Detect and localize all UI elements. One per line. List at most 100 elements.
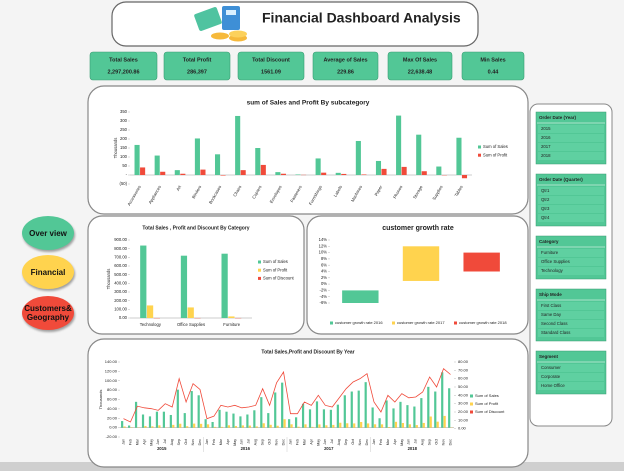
slicer-item[interactable]	[538, 382, 604, 390]
bar	[304, 424, 307, 428]
bar	[128, 425, 131, 428]
bar	[176, 389, 179, 428]
y-tick-label: 120.00	[105, 368, 118, 373]
header-title: Financial Dashboard Analysis	[262, 10, 461, 26]
slicer-item-label[interactable]: 2017	[541, 144, 551, 149]
slicer-item[interactable]	[538, 258, 604, 266]
nav-button[interactable]: Customers& Geography	[22, 296, 74, 330]
slicer-item-label[interactable]: Qtr3	[541, 206, 550, 211]
y-tick-label: 0.00	[458, 426, 467, 431]
slicer-item-label[interactable]: 2015	[541, 126, 551, 131]
bar	[288, 419, 291, 428]
bar	[218, 409, 221, 428]
y-tick-label: -4%	[320, 294, 328, 299]
bar	[321, 172, 327, 175]
slicer-item[interactable]	[538, 152, 604, 160]
legend-label: Sum of Sales	[263, 259, 288, 264]
floating-bar	[402, 246, 440, 281]
bar	[339, 422, 342, 428]
slicer-item[interactable]	[538, 373, 604, 381]
slicer-item-label[interactable]: 2016	[541, 135, 551, 140]
bar	[154, 155, 160, 175]
slicer-item[interactable]	[538, 214, 604, 222]
slicer-item-label[interactable]: First Class	[541, 303, 561, 308]
slicer-item-label[interactable]: Qtr2	[541, 197, 550, 202]
y-tick-label: 4%	[321, 269, 327, 274]
slicer-item-label[interactable]: Qtr4	[541, 215, 550, 220]
bar	[308, 409, 312, 428]
y-tick-label: 0%	[321, 281, 327, 286]
slicer-item-label[interactable]: 2018	[541, 153, 551, 158]
x-tick-label: Sep	[428, 439, 432, 445]
kpi-value: 22,638.48	[408, 69, 432, 75]
y-tick-label: (50)	[120, 181, 128, 186]
slicer-item-label[interactable]: Second Class	[541, 321, 568, 326]
y-tick-label: 100.00	[114, 306, 127, 311]
bar	[378, 418, 381, 428]
kpi-label: Total Discount	[252, 57, 290, 63]
bar	[151, 426, 154, 428]
slicer-item[interactable]	[538, 249, 604, 257]
x-tick-label: Office Supplies	[177, 322, 205, 327]
y-tick-label: 80.00	[458, 359, 469, 364]
slicer-item[interactable]	[538, 329, 604, 337]
slicer-item-label[interactable]: Office Supplies	[541, 259, 570, 264]
x-tick-label: Nov	[358, 439, 362, 446]
slicer-item-label[interactable]: Qtr1	[541, 188, 550, 193]
slicer-item-label[interactable]: Same Day	[541, 312, 562, 317]
slicer-item[interactable]	[538, 320, 604, 328]
bar	[240, 170, 246, 175]
x-group-label: 2017	[324, 446, 334, 451]
x-tick-label: Jul	[414, 439, 418, 444]
bar	[461, 175, 468, 179]
x-tick-label: Feb	[379, 439, 383, 445]
slicer-item-label[interactable]: Furniture	[541, 250, 559, 255]
y-tick-label: 40.00	[107, 406, 118, 411]
slicer-item[interactable]	[538, 267, 604, 275]
bar	[332, 424, 335, 428]
x-tick-label: Jun	[323, 439, 327, 445]
slicer-item-label[interactable]: Consumer	[541, 365, 561, 370]
x-tick-label: Storage	[412, 184, 424, 200]
bar	[346, 423, 349, 428]
x-group-label: 2016	[241, 446, 251, 451]
bar	[190, 391, 193, 428]
bar	[371, 407, 374, 428]
bar	[206, 424, 210, 428]
slicer-item[interactable]	[538, 196, 604, 204]
bar	[160, 171, 166, 175]
slicer-item-label[interactable]: Corporate	[541, 374, 561, 379]
bar	[275, 172, 281, 175]
bar	[155, 411, 159, 428]
y-tick-label: 300	[120, 118, 128, 123]
bar	[448, 388, 451, 428]
nav-button[interactable]: Over view	[22, 216, 74, 250]
x-tick-label: Feb	[295, 439, 299, 445]
slicer-item-label[interactable]: Home Office	[541, 383, 565, 388]
x-tick-label: Copiers	[251, 185, 263, 200]
slicer-item[interactable]	[538, 187, 604, 195]
bar	[281, 382, 284, 428]
bar	[232, 413, 235, 428]
bar	[214, 154, 221, 175]
bar	[295, 417, 298, 428]
slicer-item[interactable]	[538, 134, 604, 142]
bar	[416, 134, 422, 175]
bar	[408, 424, 411, 428]
slicer-item[interactable]	[538, 311, 604, 319]
bar	[148, 416, 152, 428]
bar	[253, 410, 256, 428]
slicer-item-label[interactable]: Technology	[541, 268, 564, 273]
bar	[380, 424, 384, 428]
slicer-item[interactable]	[538, 302, 604, 310]
bar	[262, 423, 265, 428]
slicer-item[interactable]	[538, 205, 604, 213]
x-tick-label: Oct	[435, 439, 439, 445]
legend-swatch	[478, 153, 481, 157]
slicer-item-label[interactable]: Standard Class	[541, 330, 570, 335]
slicer-item[interactable]	[538, 143, 604, 151]
slicer-item[interactable]	[538, 364, 604, 372]
nav-button[interactable]: Financial	[22, 255, 74, 289]
bar	[183, 413, 186, 428]
slicer-item[interactable]	[538, 125, 604, 133]
